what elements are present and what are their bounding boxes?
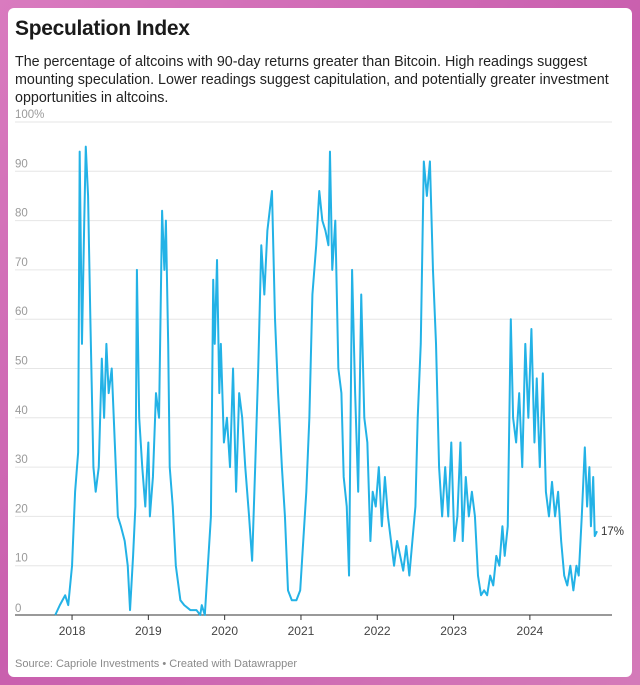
end-label: 17% — [601, 526, 624, 538]
y-tick-label: 60 — [15, 306, 28, 318]
x-tick-label: 2019 — [135, 624, 162, 638]
x-tick-label: 2020 — [211, 624, 238, 638]
y-tick-label: 10 — [15, 553, 28, 565]
chart-subtitle: The percentage of altcoins with 90-day r… — [15, 54, 609, 106]
y-tick-label: 90 — [15, 158, 28, 170]
y-tick-label: 70 — [15, 257, 28, 269]
y-tick-label: 30 — [15, 454, 28, 466]
source: Source: Capriole Investments • Created w… — [15, 658, 297, 670]
y-tick-label: 0 — [15, 603, 21, 615]
y-tick-label: 80 — [15, 208, 28, 220]
line-series — [54, 145, 598, 616]
x-tick-label: 2021 — [288, 624, 315, 638]
x-tick-label: 2024 — [517, 624, 544, 638]
x-tick-label: 2023 — [440, 624, 467, 638]
y-tick-label: 20 — [15, 503, 28, 515]
x-tick-label: 2022 — [364, 624, 391, 638]
chart-title: Speculation Index — [15, 17, 190, 40]
x-tick-label: 2018 — [59, 624, 86, 638]
y-tick-label: 40 — [15, 405, 28, 417]
y-tick-label: 100% — [15, 109, 44, 121]
y-tick-label: 50 — [15, 356, 28, 368]
